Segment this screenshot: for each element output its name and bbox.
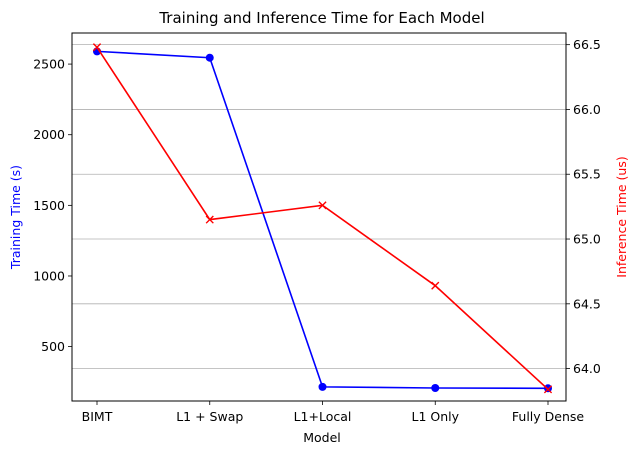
right-tick-label-5: 66.5 xyxy=(573,37,601,52)
point-right-3 xyxy=(431,281,440,290)
x-tick-label-3: L1 Only xyxy=(411,409,459,424)
right-tick-label-1: 64.5 xyxy=(573,296,601,311)
x-tick-label-2: L1+Local xyxy=(294,409,352,424)
right-tick-label-3: 65.5 xyxy=(573,167,601,182)
x-axis-title: Model xyxy=(303,430,341,445)
right-tick-label-4: 66.0 xyxy=(573,102,601,117)
x-tick-label-1: L1 + Swap xyxy=(176,409,243,424)
left-tick-label-2: 1500 xyxy=(33,198,65,213)
left-tick-label-4: 2500 xyxy=(33,57,65,72)
right-axis-title: Inference Time (us) xyxy=(614,156,629,277)
left-tick-label-0: 500 xyxy=(41,339,65,354)
grid-layer xyxy=(72,44,566,370)
point-left-2 xyxy=(318,382,327,391)
left-axis-title: Training Time (s) xyxy=(8,165,23,270)
chart-title: Training and Inference Time for Each Mod… xyxy=(158,9,484,27)
point-right-4 xyxy=(543,385,553,394)
x-tick-label-0: BIMT xyxy=(82,409,113,424)
right-tick-label-2: 65.0 xyxy=(573,232,601,247)
point-right-1 xyxy=(205,215,214,224)
series-line-right xyxy=(96,46,549,390)
point-right-2 xyxy=(318,201,327,210)
series-line-left xyxy=(96,50,549,390)
left-tick-label-1: 1000 xyxy=(33,268,65,283)
series-layer xyxy=(92,43,553,394)
point-right-0 xyxy=(92,43,102,52)
axis-layer: BIMT L1 + Swap L1+Local L1 Only Fully Dense 5… xyxy=(33,37,601,424)
point-left-3 xyxy=(431,384,440,393)
point-left-1 xyxy=(205,53,214,62)
right-tick-label-0: 64.0 xyxy=(573,361,601,376)
plot-frame xyxy=(71,32,567,402)
x-tick-label-4: Fully Dense xyxy=(512,409,584,424)
left-tick-label-3: 2000 xyxy=(33,127,65,142)
